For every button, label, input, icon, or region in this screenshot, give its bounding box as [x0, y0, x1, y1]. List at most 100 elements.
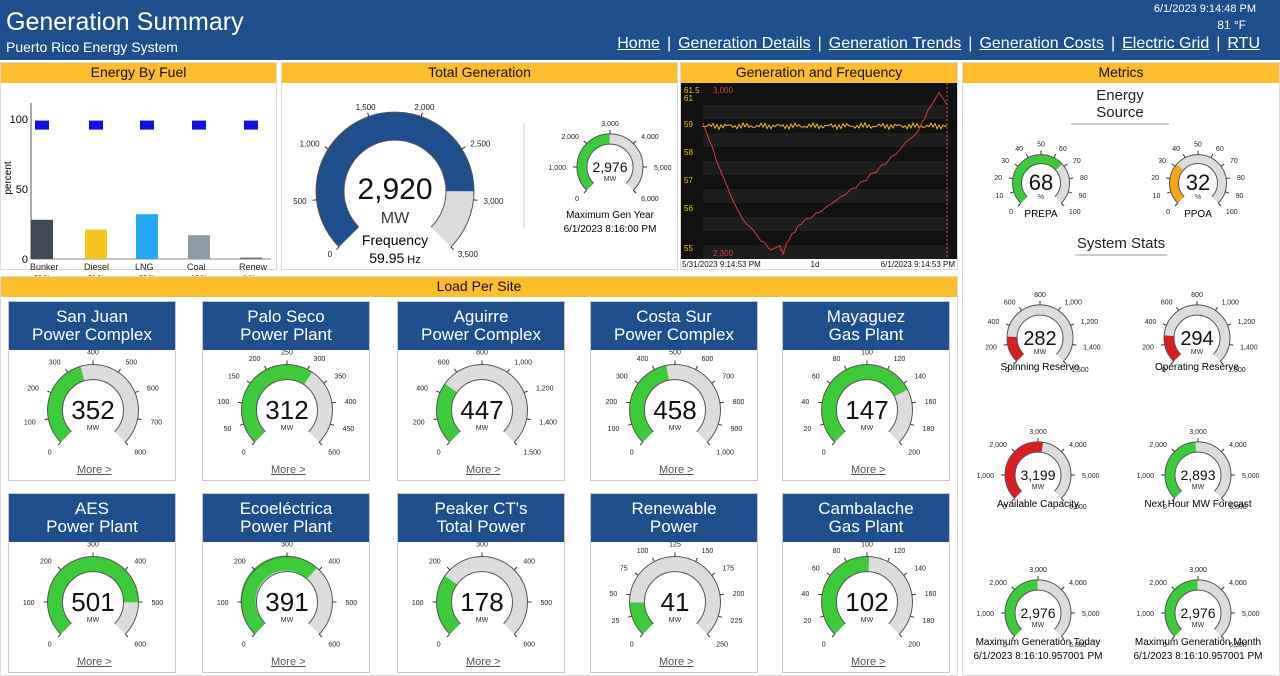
- gauge-tick-label: 400: [416, 386, 428, 393]
- gauge-tick-label: 400: [134, 559, 146, 566]
- gauge-tick-label: 5,000: [654, 165, 672, 172]
- fuel-bar-renew[interactable]: [240, 257, 262, 259]
- more-link[interactable]: More >: [271, 656, 306, 668]
- gauge-tick-label: 60: [1059, 146, 1067, 153]
- gauge-tick-label: 500: [126, 359, 138, 366]
- gauge-tick-label: 200: [249, 356, 261, 363]
- gauge-tick-label: 150: [702, 548, 714, 555]
- gauge-tick-label: 100: [217, 600, 229, 607]
- more-link[interactable]: More >: [466, 656, 501, 668]
- gauge-tick: [1220, 635, 1225, 640]
- gauge-tick-label: 160: [925, 399, 937, 406]
- gauge-unit: %: [1195, 194, 1201, 201]
- gauge-tick-label: 60: [812, 374, 820, 381]
- gauge-tick: [583, 140, 588, 145]
- gauge-value: 391: [265, 587, 308, 617]
- nav-rtu[interactable]: RTU: [1227, 35, 1260, 52]
- gauge-tick-label: 50: [1194, 142, 1202, 149]
- fuel-bar-coal[interactable]: [188, 235, 210, 259]
- gauge-tick-label: 250: [281, 350, 293, 357]
- gauge-outline: [1004, 579, 1072, 637]
- fuel-bar-bunker[interactable]: [31, 219, 53, 259]
- site-name: AES Power Plant: [9, 494, 175, 542]
- gauge-tick: [719, 401, 724, 404]
- frequency-trend-line: [702, 121, 948, 131]
- gauge-tick: [1060, 586, 1065, 591]
- gauge-tick-label: 1,000: [1136, 611, 1154, 618]
- gauge-outline: [644, 571, 706, 624]
- gauge-tick-label: 300: [616, 374, 628, 381]
- gauge-tick: [1069, 177, 1074, 180]
- gauge-tick: [446, 633, 451, 638]
- gauge-tick-label: 3,000: [1189, 567, 1207, 574]
- gauge-tick: [695, 557, 698, 562]
- more-link[interactable]: More >: [659, 464, 694, 476]
- generation-trend-line: [702, 91, 948, 257]
- more-link[interactable]: More >: [77, 656, 112, 668]
- site-name-line: Peaker CT's: [434, 499, 528, 518]
- gauge-tick: [634, 380, 639, 384]
- gauge-tick: [898, 633, 903, 638]
- gauge-tick: [506, 368, 510, 373]
- gauge-tick: [695, 365, 698, 370]
- gauge-tick-label: 80: [1237, 175, 1245, 182]
- gauge-value: 2,920: [357, 173, 432, 206]
- gauge-tick-label: 6,000: [1229, 642, 1247, 649]
- gauge-tick: [627, 423, 632, 426]
- gauge-tick: [1224, 191, 1230, 194]
- temperature-label: 81 °F: [1217, 18, 1246, 32]
- gauge-outline: [1004, 441, 1072, 499]
- more-link[interactable]: More >: [851, 656, 886, 668]
- more-link[interactable]: More >: [77, 464, 112, 476]
- fuel-bar-diesel[interactable]: [85, 229, 107, 259]
- gauge-value: 2,893: [1180, 467, 1215, 483]
- gauge-fill: [1013, 155, 1063, 204]
- gauge-tick: [1176, 306, 1180, 311]
- max-gen-year-label: Maximum Gen Year: [566, 210, 654, 221]
- trend-y-tick: 58: [684, 148, 693, 157]
- gauge-value: 312: [265, 395, 308, 425]
- gauge-tick: [1165, 177, 1170, 180]
- trend-x-mid: 1d: [811, 260, 820, 269]
- nav-generation-details[interactable]: Generation Details: [678, 35, 811, 52]
- fuel-bar-lng[interactable]: [136, 214, 158, 259]
- gauge-tick-label: 300: [476, 542, 488, 549]
- gauge-fill: [316, 112, 474, 247]
- gauge-tick-label: 40: [1015, 146, 1023, 153]
- gauge-tick: [251, 566, 256, 571]
- gauge-tick-label: 1,000: [1064, 299, 1082, 306]
- gauge-tick: [513, 441, 518, 446]
- nav-electric-grid[interactable]: Electric Grid: [1122, 35, 1210, 52]
- gauge-tick: [1219, 360, 1224, 365]
- metrics-gauges: 0 10 20 30 40 50 60 70 80 90 100 68% PREPA 0 10 20 30 40 5…: [974, 142, 1263, 663]
- more-link[interactable]: More >: [271, 464, 306, 476]
- gauge-outline: [1163, 304, 1231, 362]
- gauge-tick: [251, 633, 256, 638]
- site-name: Ecoeléctrica Power Plant: [203, 494, 369, 542]
- gauge-tick: [719, 593, 724, 596]
- nav-generation-trends[interactable]: Generation Trends: [828, 35, 962, 52]
- gauge-tick-label: 5,000: [1242, 611, 1260, 618]
- gauge-unit: MW: [381, 210, 410, 227]
- more-link[interactable]: More >: [851, 464, 886, 476]
- gauge-outline: [1164, 579, 1232, 637]
- gauge-outline: [315, 111, 475, 248]
- trend-x-end: 6/1/2023 9:14:53 PM: [881, 260, 956, 269]
- nav-home[interactable]: Home: [617, 35, 660, 52]
- gauge-unit: MW: [669, 617, 682, 624]
- gauge-tick: [1053, 153, 1057, 158]
- more-link[interactable]: More >: [466, 464, 501, 476]
- site-tile: AES Power Plant 0 100 200 300 400 500 600 501 MW Mo…: [8, 493, 176, 673]
- energy-source-heading: Energy Source: [1071, 87, 1169, 125]
- generation-frequency-trend-chart[interactable]: 61 59 58 57 56 55 61.5 3,000 2,300 5/31/2023 9:14…: [681, 83, 957, 269]
- gauge-outline: [836, 379, 898, 432]
- metric-time: 6/1/2023 8:16:10.957001 PM: [974, 651, 1103, 662]
- gauge-tick-label: 3,000: [1029, 429, 1047, 436]
- gauge-tick-label: 600: [438, 359, 450, 366]
- site-name-line: Power Plant: [46, 517, 138, 536]
- gauge-unit: MW: [1191, 349, 1204, 356]
- more-link[interactable]: More >: [659, 656, 694, 668]
- nav-generation-costs[interactable]: Generation Costs: [979, 35, 1104, 52]
